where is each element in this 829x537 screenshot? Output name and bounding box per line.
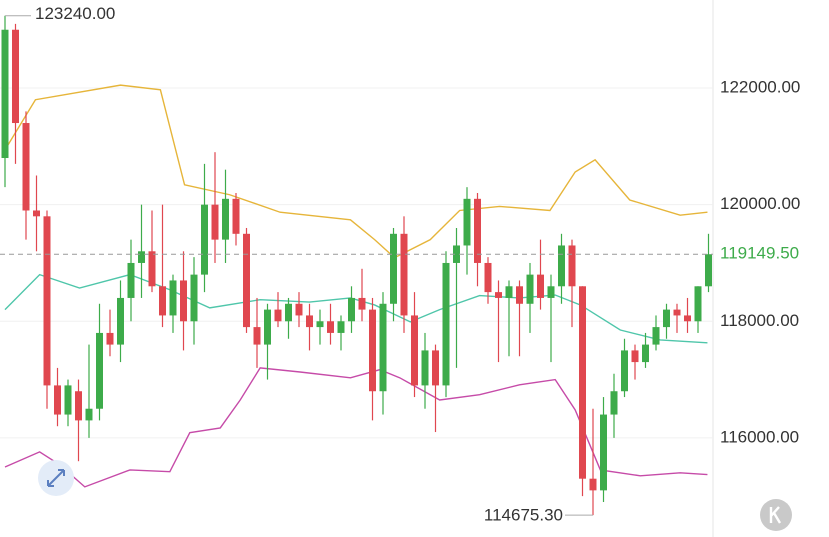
- y-tick-label: 120000.00: [720, 194, 800, 213]
- candle-body: [169, 280, 177, 316]
- candle-body: [547, 286, 555, 298]
- candle-body: [243, 233, 250, 328]
- candle-body: [33, 210, 40, 217]
- candle-body: [138, 251, 145, 263]
- candle-body: [505, 286, 513, 298]
- y-tick-label: 122000.00: [720, 78, 800, 97]
- candle-body: [453, 245, 460, 263]
- candle-body: [642, 344, 649, 363]
- candle-body: [12, 29, 19, 124]
- candle-body: [96, 332, 103, 409]
- candle-body: [106, 332, 114, 345]
- candle-body: [411, 315, 418, 386]
- candle-body: [537, 274, 544, 298]
- logo-button[interactable]: [760, 499, 792, 531]
- candle-body: [390, 233, 397, 304]
- y-tick-label: 116000.00: [720, 427, 799, 446]
- candle-body: [180, 280, 187, 322]
- candle-body: [432, 350, 439, 386]
- y-tick-label: 118000.00: [720, 311, 799, 330]
- candle-body: [64, 385, 72, 415]
- candle-body: [316, 321, 324, 328]
- low-marker-label: 114675.30: [484, 506, 563, 525]
- candle-body: [568, 245, 576, 287]
- plot: [0, 15, 713, 516]
- candle-body: [159, 286, 166, 316]
- candle-body: [442, 262, 450, 386]
- candle-body: [43, 216, 51, 386]
- candle-body: [673, 309, 681, 316]
- candle-body: [621, 350, 628, 392]
- candle-body: [264, 309, 271, 345]
- candle-body: [600, 414, 607, 491]
- candle-body: [484, 262, 492, 293]
- candle-body: [369, 309, 376, 392]
- candle-body: [337, 321, 345, 333]
- candle-body: [22, 123, 30, 211]
- candle-body: [348, 297, 355, 322]
- candle-body: [663, 309, 670, 328]
- candle-body: [652, 327, 660, 345]
- high-marker-label: 123240.00: [35, 4, 115, 23]
- candle-body: [421, 350, 429, 386]
- candle-body: [474, 198, 481, 263]
- candle-body: [54, 385, 61, 415]
- candle-body: [253, 327, 261, 345]
- candle-body: [222, 198, 229, 240]
- candle-body: [400, 233, 408, 316]
- candle-body: [579, 286, 586, 479]
- candle-body: [127, 262, 135, 298]
- candle-body: [295, 303, 303, 316]
- candle-body: [85, 408, 93, 421]
- candle-body: [201, 204, 208, 275]
- expand-button[interactable]: [38, 460, 74, 496]
- candle-body: [379, 303, 387, 392]
- candle-body: [232, 198, 240, 234]
- candle-body: [274, 309, 282, 322]
- candle-body: [1, 29, 9, 159]
- candle-body: [148, 251, 156, 287]
- candle-body: [610, 391, 618, 415]
- candle-body: [516, 286, 523, 304]
- candle-body: [694, 286, 702, 322]
- candle-body: [75, 391, 82, 421]
- candle-body: [211, 204, 219, 240]
- candle-body: [705, 254, 712, 287]
- candle-body: [306, 315, 313, 328]
- candle-body: [327, 321, 334, 333]
- candle-body: [495, 292, 502, 298]
- candle-body: [558, 245, 565, 287]
- candle-body: [526, 274, 534, 304]
- candle-body: [463, 198, 471, 246]
- candle-body: [358, 297, 366, 310]
- candle-body: [190, 274, 198, 322]
- labels: 116000.00 118000.00 120000.00 122000.00 1191…: [5, 4, 800, 525]
- candle-body: [631, 350, 639, 363]
- candle-body: [285, 303, 292, 322]
- last-price-label: 119149.50: [720, 244, 799, 263]
- candle-body: [684, 315, 691, 322]
- candle-body: [117, 297, 124, 345]
- candle-body: [589, 478, 597, 491]
